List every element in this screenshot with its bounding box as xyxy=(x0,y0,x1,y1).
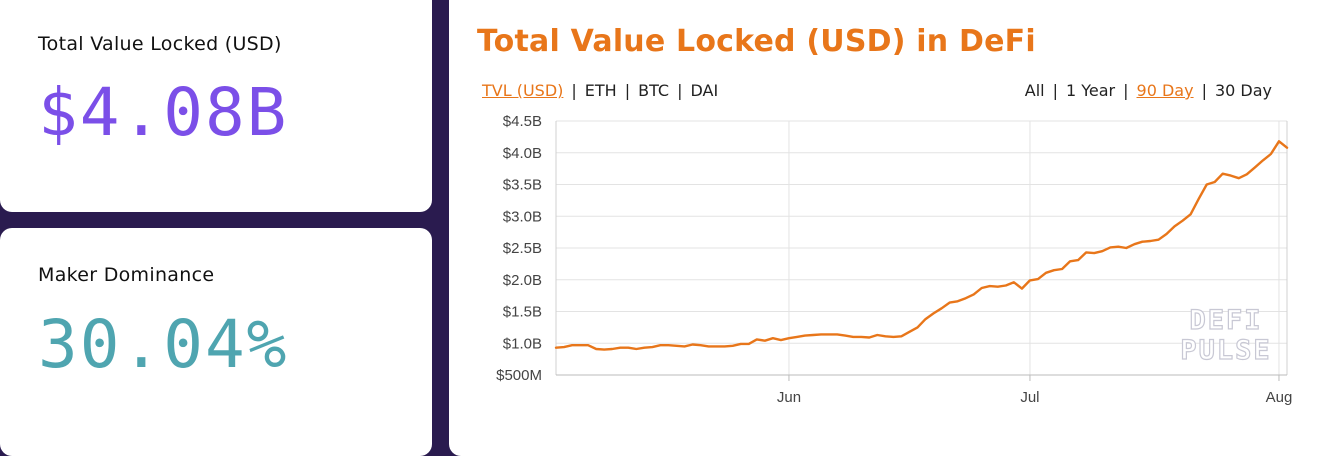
range-all[interactable]: All xyxy=(1024,81,1045,100)
x-tick-label: Jul xyxy=(1020,389,1039,406)
currency-toggle-group: TVL (USD) | ETH | BTC | DAI xyxy=(482,81,718,100)
toggle-eth[interactable]: ETH xyxy=(584,81,617,100)
maker-dominance-card: Maker Dominance 30.04% xyxy=(0,228,432,456)
y-tick-label: $500M xyxy=(496,367,542,384)
y-tick-label: $2.5B xyxy=(503,240,542,257)
y-tick-label: $4.5B xyxy=(503,113,542,130)
y-tick-label: $4.0B xyxy=(503,145,542,162)
tvl-chart-card: Total Value Locked (USD) in DeFi TVL (US… xyxy=(449,0,1322,456)
chart-axes: $500M $1.0B $1.5B $2.0B $2.5B $3.0B $3.5B $4.0B… xyxy=(496,113,1292,406)
range-toggle-group: All | 1 Year | 90 Day | 30 Day xyxy=(1025,81,1272,100)
maker-dominance-label: Maker Dominance xyxy=(38,264,215,286)
separator: | xyxy=(677,81,683,100)
defi-pulse-watermark: DEFI PULSE xyxy=(1180,304,1271,366)
chart-title: Total Value Locked (USD) in DeFi xyxy=(477,24,1036,59)
y-tick-label: $3.5B xyxy=(503,177,542,194)
y-tick-label: $2.0B xyxy=(503,272,542,289)
separator: | xyxy=(571,81,577,100)
tvl-line-chart: $500M $1.0B $1.5B $2.0B $2.5B $3.0B $3.5B $4.0B… xyxy=(496,113,1292,406)
chart-grid xyxy=(556,120,1287,376)
tvl-card: Total Value Locked (USD) $4.08B xyxy=(0,0,432,212)
tvl-value: $4.08B xyxy=(38,74,289,151)
range-30-day[interactable]: 30 Day xyxy=(1214,81,1272,100)
range-90-day[interactable]: 90 Day xyxy=(1136,81,1194,100)
toggle-dai[interactable]: DAI xyxy=(690,81,719,100)
x-tick-label: Jun xyxy=(777,389,801,406)
range-1-year[interactable]: 1 Year xyxy=(1065,81,1116,100)
y-tick-label: $1.5B xyxy=(503,304,542,321)
separator: | xyxy=(1052,81,1058,100)
maker-dominance-value: 30.04% xyxy=(38,306,289,383)
toggle-btc[interactable]: BTC xyxy=(638,81,670,100)
chart-series xyxy=(554,140,1289,351)
y-tick-label: $3.0B xyxy=(503,208,542,225)
tvl-series-line xyxy=(554,140,1289,351)
watermark-line-2: PULSE xyxy=(1180,335,1271,366)
y-tick-label: $1.0B xyxy=(503,335,542,352)
separator: | xyxy=(624,81,631,100)
x-tick-label: Aug xyxy=(1266,389,1293,406)
watermark-line-1: DEFI xyxy=(1189,305,1262,336)
separator: | xyxy=(1123,81,1129,100)
tvl-label: Total Value Locked (USD) xyxy=(38,33,282,55)
separator: | xyxy=(1201,81,1207,100)
toggle-tvl-usd[interactable]: TVL (USD) xyxy=(482,81,564,100)
